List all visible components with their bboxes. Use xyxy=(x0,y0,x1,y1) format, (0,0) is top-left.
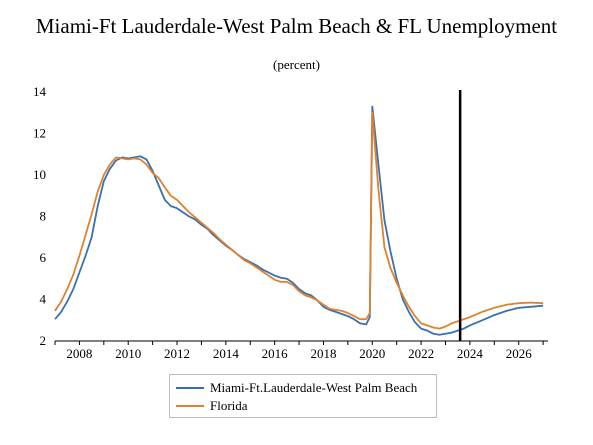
series-line-florida xyxy=(54,111,544,330)
x-tick-label: 2010 xyxy=(115,346,141,361)
chart-title: Miami-Ft Lauderdale-West Palm Beach & FL… xyxy=(35,14,558,38)
y-tick-label: 14 xyxy=(33,84,47,99)
x-tick-label: 2016 xyxy=(262,346,289,361)
legend-label-miami: Miami-Ft.Lauderdale-West Palm Beach xyxy=(210,380,418,395)
x-tick-label: 2026 xyxy=(506,346,533,361)
x-axis-labels: 2008 2010 2012 2014 2016 2018 2020 2022 2024 2026 xyxy=(66,346,532,361)
y-tick-label: 6 xyxy=(40,250,47,265)
x-tick-label: 2018 xyxy=(310,346,336,361)
legend-item-florida: Florida xyxy=(176,398,248,414)
x-tick-label: 2008 xyxy=(66,346,92,361)
x-tick-label: 2020 xyxy=(359,346,385,361)
x-tick-label: 2024 xyxy=(457,346,484,361)
chart-subtitle: (percent) xyxy=(273,57,320,72)
y-axis-labels: 2 4 6 8 10 12 14 xyxy=(33,84,47,348)
y-tick-label: 4 xyxy=(40,292,47,307)
legend: Miami-Ft.Lauderdale-West Palm Beach Flor… xyxy=(169,374,437,418)
legend-swatch-florida xyxy=(176,405,204,407)
x-tick-label: 2014 xyxy=(213,346,240,361)
x-tick-label: 2012 xyxy=(164,346,190,361)
x-tick-label: 2022 xyxy=(408,346,434,361)
x-axis-ticks xyxy=(54,341,544,345)
series-lines xyxy=(54,105,544,336)
legend-item-miami: Miami-Ft.Lauderdale-West Palm Beach xyxy=(176,380,417,396)
y-tick-label: 8 xyxy=(40,209,47,224)
y-tick-label: 12 xyxy=(33,126,46,141)
y-tick-label: 10 xyxy=(33,167,46,182)
y-tick-label: 2 xyxy=(40,333,47,348)
series-line-miami xyxy=(54,105,544,336)
legend-swatch-miami xyxy=(176,387,204,389)
legend-label-florida: Florida xyxy=(210,398,248,413)
